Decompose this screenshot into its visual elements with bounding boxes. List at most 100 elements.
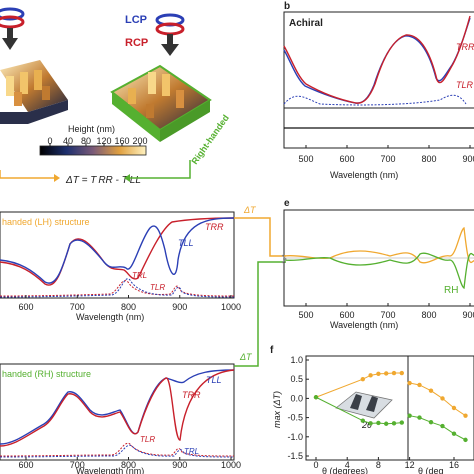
panel-f-data-point <box>361 377 365 381</box>
panel-lh-tll-label: TLL <box>178 238 194 248</box>
panel-f-right-frame <box>408 356 474 460</box>
panel-f-data-point <box>400 371 404 375</box>
panel-f-data-point <box>417 383 421 387</box>
panel-rh-tll-curve <box>0 370 234 444</box>
panel-rh-x-tick-label: 1000 <box>221 460 241 470</box>
panel-lh-xlabel: Wavelength (nm) <box>76 312 144 322</box>
orange-connector <box>0 170 56 178</box>
panel-f-data-point <box>392 421 396 425</box>
panel-rh-title: handed (RH) structure <box>2 369 91 379</box>
panel-lh-trl-label: TRL <box>132 271 147 280</box>
panel-f-letter: f <box>270 345 274 356</box>
panel-f-data-point <box>368 373 372 377</box>
panel-b-x-tick-label: 900 <box>462 154 474 164</box>
panel-lh-x-tick-label: 800 <box>121 302 136 312</box>
panel-b-title: Achiral <box>289 18 323 29</box>
panel-lh-tll-curve <box>0 218 234 283</box>
rh-structure-label: Right-handed <box>189 113 230 166</box>
rh-height-map <box>112 66 210 142</box>
panel-b-xlabel: Wavelength (nm) <box>330 170 398 180</box>
colorbar-tick-label: 40 <box>63 136 73 146</box>
colorbar-ticks: 0 40 80 120 160 200 <box>47 136 147 146</box>
panel-f-data-point <box>429 389 433 393</box>
rcp-label: RCP <box>125 37 148 49</box>
panel-f-data-point <box>407 413 411 417</box>
panel-b-lcp-curve <box>284 18 470 103</box>
panel-b-x-tick-label: 700 <box>380 154 395 164</box>
panel-e-letter: e <box>284 198 290 209</box>
panel-rh-xlabel: Wavelength (nm) <box>76 466 144 474</box>
lh-height-map <box>0 60 68 124</box>
colorbar-tick-label: 160 <box>114 136 129 146</box>
panel-f-data-point <box>440 396 444 400</box>
panel-f-series-line <box>410 383 466 416</box>
polarization-icon-right <box>157 15 183 56</box>
panel-f-y-tick-label: 1.0 <box>290 355 303 365</box>
panel-f-data-point <box>314 395 318 399</box>
panel-b-letter: b <box>284 1 290 12</box>
panel-b-tlr-curve <box>284 95 466 105</box>
panel-f-ylabel: max (ΔT) <box>272 391 282 428</box>
panel-f-data-point <box>452 432 456 436</box>
panel-f-y-tick-label: 0.5 <box>290 374 303 384</box>
panel-b: b Achiral TRR TLR 500 600 700 800 900 Wavele… <box>284 1 474 180</box>
rh-to-e-connector <box>234 262 286 366</box>
colorbar <box>40 146 146 155</box>
panel-b-rcp-curve <box>284 16 470 103</box>
panel-e-x-tick-label: 900 <box>462 310 474 320</box>
panel-e-xlabel: Wavelength (nm) <box>330 320 398 330</box>
panel-e-x-tick-label: 800 <box>421 310 436 320</box>
panel-lh-x-tick-label: 1000 <box>221 302 241 312</box>
panel-rh-trr-curve <box>0 370 234 446</box>
polarization-icon-left <box>0 9 23 50</box>
panel-b-x-tick-label: 800 <box>421 154 436 164</box>
panel-f-data-point <box>417 415 421 419</box>
panel-e-rh-curve <box>284 253 474 288</box>
panel-e: e RH 500 600 700 800 900 Wavelength (nm) <box>282 198 474 330</box>
colorbar-tick-label: 200 <box>132 136 147 146</box>
tilted-structure-inset <box>336 392 392 418</box>
panel-rh-x-tick-label: 600 <box>18 460 33 470</box>
panel-lh-trr-curve <box>0 218 234 285</box>
panel-e-x-tick-label: 700 <box>380 310 395 320</box>
panel-lh-x-tick-label: 900 <box>172 302 187 312</box>
panel-rh-x-tick-label: 900 <box>172 460 187 470</box>
panel-f-data-point <box>368 421 372 425</box>
panel-rh-tll-label: TLL <box>206 375 222 385</box>
panel-b-tlr-label: TLR <box>456 80 474 90</box>
panel-f-y-tick-label: -1.0 <box>287 432 303 442</box>
lcp-label: LCP <box>125 14 147 26</box>
orange-arrowhead <box>54 174 60 182</box>
panel-lh-x-tick-label: 600 <box>18 302 33 312</box>
panel-f-data-point <box>440 424 444 428</box>
panel-lh-tlr-label: TLR <box>150 283 165 292</box>
lh-to-e-connector <box>234 218 286 256</box>
colorbar-tick-label: 0 <box>47 136 52 146</box>
panel-f-data-point <box>400 420 404 424</box>
panel-f-x-tick-label: 16 <box>449 460 459 470</box>
panel-f-data-point <box>452 406 456 410</box>
panel-rh-tlr-label: TLR <box>140 435 155 444</box>
panel-f-series-line <box>410 416 466 440</box>
panel-e-rh-label: RH <box>444 285 458 296</box>
panel-e-x-tick-label: 600 <box>339 310 354 320</box>
panel-f-y-tick-label: -1.5 <box>287 451 303 461</box>
panel-f-data-point <box>407 381 411 385</box>
colorbar-title: Height (nm) <box>68 124 115 134</box>
panel-f-x-tick-label: 12 <box>405 460 415 470</box>
panel-f-data-point <box>384 371 388 375</box>
panel-f: f max (ΔT) 1.0 0.5 0.0 -0.5 -1.0 -1.5 0 4 8 12 16… <box>270 345 474 474</box>
panel-lh-trr-label: TRR <box>205 222 224 232</box>
panel-f-data-point <box>392 371 396 375</box>
panel-f-y-tick-label: 0.0 <box>290 393 303 403</box>
panel-f-data-point <box>429 420 433 424</box>
panel-f-series <box>314 371 468 442</box>
panel-f-x-tick-label: 8 <box>376 460 381 470</box>
panel-rh-delta-label: ΔT <box>239 352 253 362</box>
panel-f-xlabel-left: θ (degrees) <box>322 466 368 474</box>
panel-lh-x-tick-label: 700 <box>70 302 85 312</box>
panel-f-data-point <box>463 438 467 442</box>
panel-b-x-tick-label: 600 <box>339 154 354 164</box>
panel-f-x-tick-label: 0 <box>313 460 318 470</box>
